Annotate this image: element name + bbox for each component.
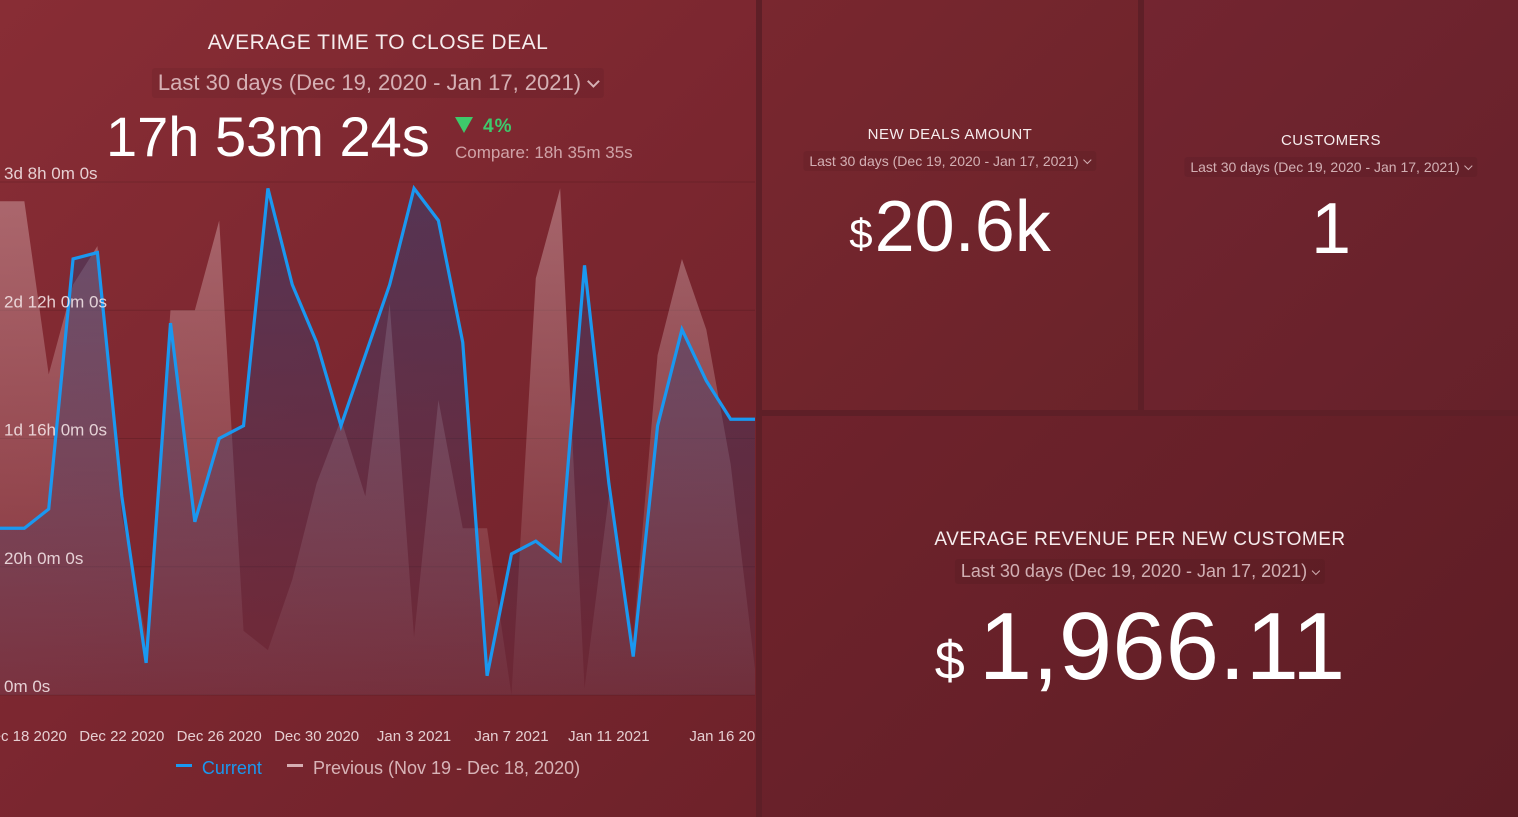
arpu-kpi-value: 1,966.11 xyxy=(978,593,1346,700)
x-tick-label: Dec 22 2020 xyxy=(79,728,164,745)
y-tick-label: 2d 12h 0m 0s xyxy=(4,292,107,311)
time-range-label: Last 30 days (Dec 19, 2020 - Jan 17, 202… xyxy=(157,70,582,95)
deals-range-label: Last 30 days (Dec 19, 2020 - Jan 17, 202… xyxy=(809,153,1079,169)
customers-range-label: Last 30 days (Dec 19, 2020 - Jan 17, 202… xyxy=(1190,159,1460,175)
legend-item-current[interactable]: Current xyxy=(175,758,262,779)
x-tick-label: Jan 16 2021 xyxy=(689,728,756,745)
x-tick-label: Dec 18 2020 xyxy=(0,728,67,745)
y-axis: 0m 0s 20h 0m 0s 1d 16h 0m 0s 2d 12h 0m 0s 3d… xyxy=(4,164,107,696)
time-to-close-panel: AVERAGE TIME TO CLOSE DEAL Last 30 days … xyxy=(0,0,756,817)
arpu-panel-title: AVERAGE REVENUE PER NEW CUSTOMER xyxy=(934,529,1346,550)
x-tick-label: Dec 26 2020 xyxy=(177,728,262,745)
customers-kpi-value: 1 xyxy=(1310,189,1352,269)
x-tick-label: Jan 11 2021 xyxy=(568,728,649,745)
customers-range-dropdown[interactable]: Last 30 days (Dec 19, 2020 - Jan 17, 202… xyxy=(1184,157,1478,177)
x-tick-label: Jan 7 2021 xyxy=(474,728,548,745)
chevron-down-icon xyxy=(1464,161,1473,171)
time-range-dropdown[interactable]: Last 30 days (Dec 19, 2020 - Jan 17, 202… xyxy=(151,68,605,98)
x-axis: Dec 18 2020 Dec 22 2020 Dec 26 2020 Dec 30 … xyxy=(0,728,756,745)
legend-swatch-current xyxy=(175,763,192,767)
compare-value: Compare: 18h 35m 35s xyxy=(455,143,633,162)
series-current-line xyxy=(0,184,755,677)
legend-label-previous: Previous (Nov 19 - Dec 18, 2020) xyxy=(312,758,581,778)
change-percent: 4% xyxy=(483,116,513,137)
customers-panel: CUSTOMERS Last 30 days (Dec 19, 2020 - J… xyxy=(1144,0,1518,410)
time-panel-title: AVERAGE TIME TO CLOSE DEAL xyxy=(207,31,549,54)
arpu-range-dropdown[interactable]: Last 30 days (Dec 19, 2020 - Jan 17, 202… xyxy=(954,559,1326,584)
deals-panel-title: NEW DEALS AMOUNT xyxy=(867,126,1033,143)
chevron-down-icon xyxy=(1311,566,1321,576)
deals-range-dropdown[interactable]: Last 30 days (Dec 19, 2020 - Jan 17, 202… xyxy=(803,151,1097,171)
deals-currency: $ xyxy=(849,210,873,257)
y-tick-label: 3d 8h 0m 0s xyxy=(4,164,98,183)
arrow-down-icon xyxy=(455,117,473,133)
chevron-down-icon xyxy=(1083,155,1092,165)
deals-kpi-value: 20.6k xyxy=(874,187,1051,267)
chart-legend: Current Previous (Nov 19 - Dec 18, 2020) xyxy=(0,758,756,779)
series-current-area xyxy=(0,188,755,695)
y-tick-label: 20h 0m 0s xyxy=(4,549,83,568)
x-tick-label: Jan 3 2021 xyxy=(377,728,451,745)
arpu-range-label: Last 30 days (Dec 19, 2020 - Jan 17, 202… xyxy=(960,561,1308,581)
deals-kpi: $20.6k xyxy=(762,186,1138,268)
time-kpi-value: 17h 53m 24s xyxy=(106,105,430,168)
customers-panel-title: CUSTOMERS xyxy=(1280,132,1382,149)
y-tick-label: 1d 16h 0m 0s xyxy=(4,421,107,440)
legend-label-current: Current xyxy=(201,758,262,778)
x-tick-label: Dec 30 2020 xyxy=(274,728,359,745)
change-indicator: 4% xyxy=(455,116,512,138)
arpu-panel: AVERAGE REVENUE PER NEW CUSTOMER Last 30… xyxy=(762,416,1518,817)
legend-item-previous[interactable]: Previous (Nov 19 - Dec 18, 2020) xyxy=(286,758,581,779)
legend-swatch-previous xyxy=(286,763,303,767)
new-deals-panel: NEW DEALS AMOUNT Last 30 days (Dec 19, 2… xyxy=(762,0,1138,410)
arpu-kpi: $1,966.11 xyxy=(762,592,1518,702)
arpu-currency: $ xyxy=(934,631,965,691)
y-tick-label: 0m 0s xyxy=(4,677,50,696)
time-to-close-chart: 0m 0s 20h 0m 0s 1d 16h 0m 0s 2d 12h 0m 0s 3d… xyxy=(0,164,756,745)
